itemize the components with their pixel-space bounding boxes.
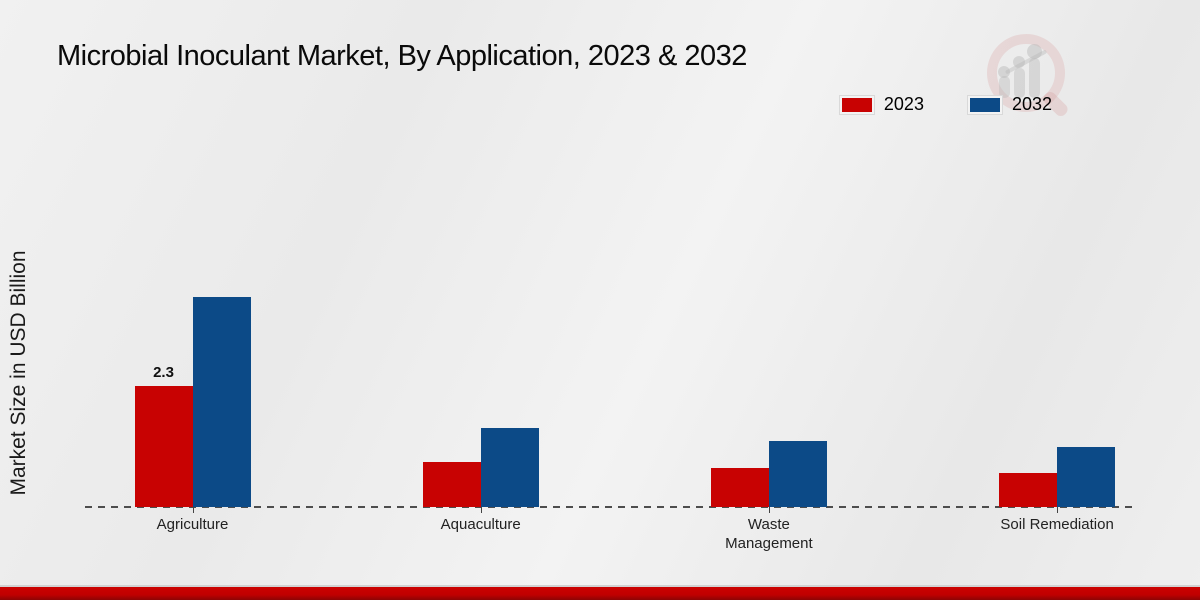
bar-value-label: 2.3 <box>153 364 174 382</box>
x-axis-baseline <box>85 506 1135 508</box>
category-label-aquaculture: Aquaculture <box>440 516 521 533</box>
legend-swatch-2023 <box>839 95 874 114</box>
logo-bar-icon <box>999 76 1010 98</box>
legend-label-2023: 2023 <box>883 94 924 114</box>
bar-2023-agriculture <box>134 386 193 507</box>
bar-2032-waste-management <box>768 441 827 507</box>
footer-accent-bar <box>0 587 1200 600</box>
magnifier-ring-icon <box>987 34 1065 112</box>
market-research-future-logo <box>985 28 1085 123</box>
bar-2032-soil-remediation <box>1057 446 1116 507</box>
legend-item-2032: 2032 <box>967 94 1052 115</box>
logo-dot-icon <box>1027 44 1042 59</box>
chart-title: Microbial Inoculant Market, By Applicati… <box>57 40 747 72</box>
bar-2032-aquaculture <box>480 428 539 507</box>
legend: 2023 2032 <box>839 94 1052 115</box>
legend-swatch-2032 <box>967 95 1002 114</box>
bar-2023-aquaculture <box>422 462 481 507</box>
x-axis-tick <box>192 507 194 513</box>
footer-divider <box>0 585 1200 587</box>
bar-2032-agriculture <box>192 297 251 507</box>
category-label-waste-management: Waste Management <box>725 516 813 552</box>
bar-2023-waste-management <box>710 467 769 507</box>
x-axis-tick <box>1057 507 1059 513</box>
bar-2023-soil-remediation <box>999 472 1058 507</box>
x-axis-tick <box>480 507 482 513</box>
legend-item-2023: 2023 <box>839 94 924 115</box>
category-label-soil-remediation: Soil Remediation <box>1000 516 1114 533</box>
logo-bar-icon <box>1029 58 1040 98</box>
logo-bar-icon <box>1014 68 1025 98</box>
x-axis-tick <box>768 507 770 513</box>
logo-dot-icon <box>998 66 1010 78</box>
legend-label-2032: 2032 <box>1011 94 1052 114</box>
logo-dot-icon <box>1013 56 1025 68</box>
category-label-agriculture: Agriculture <box>156 516 229 533</box>
